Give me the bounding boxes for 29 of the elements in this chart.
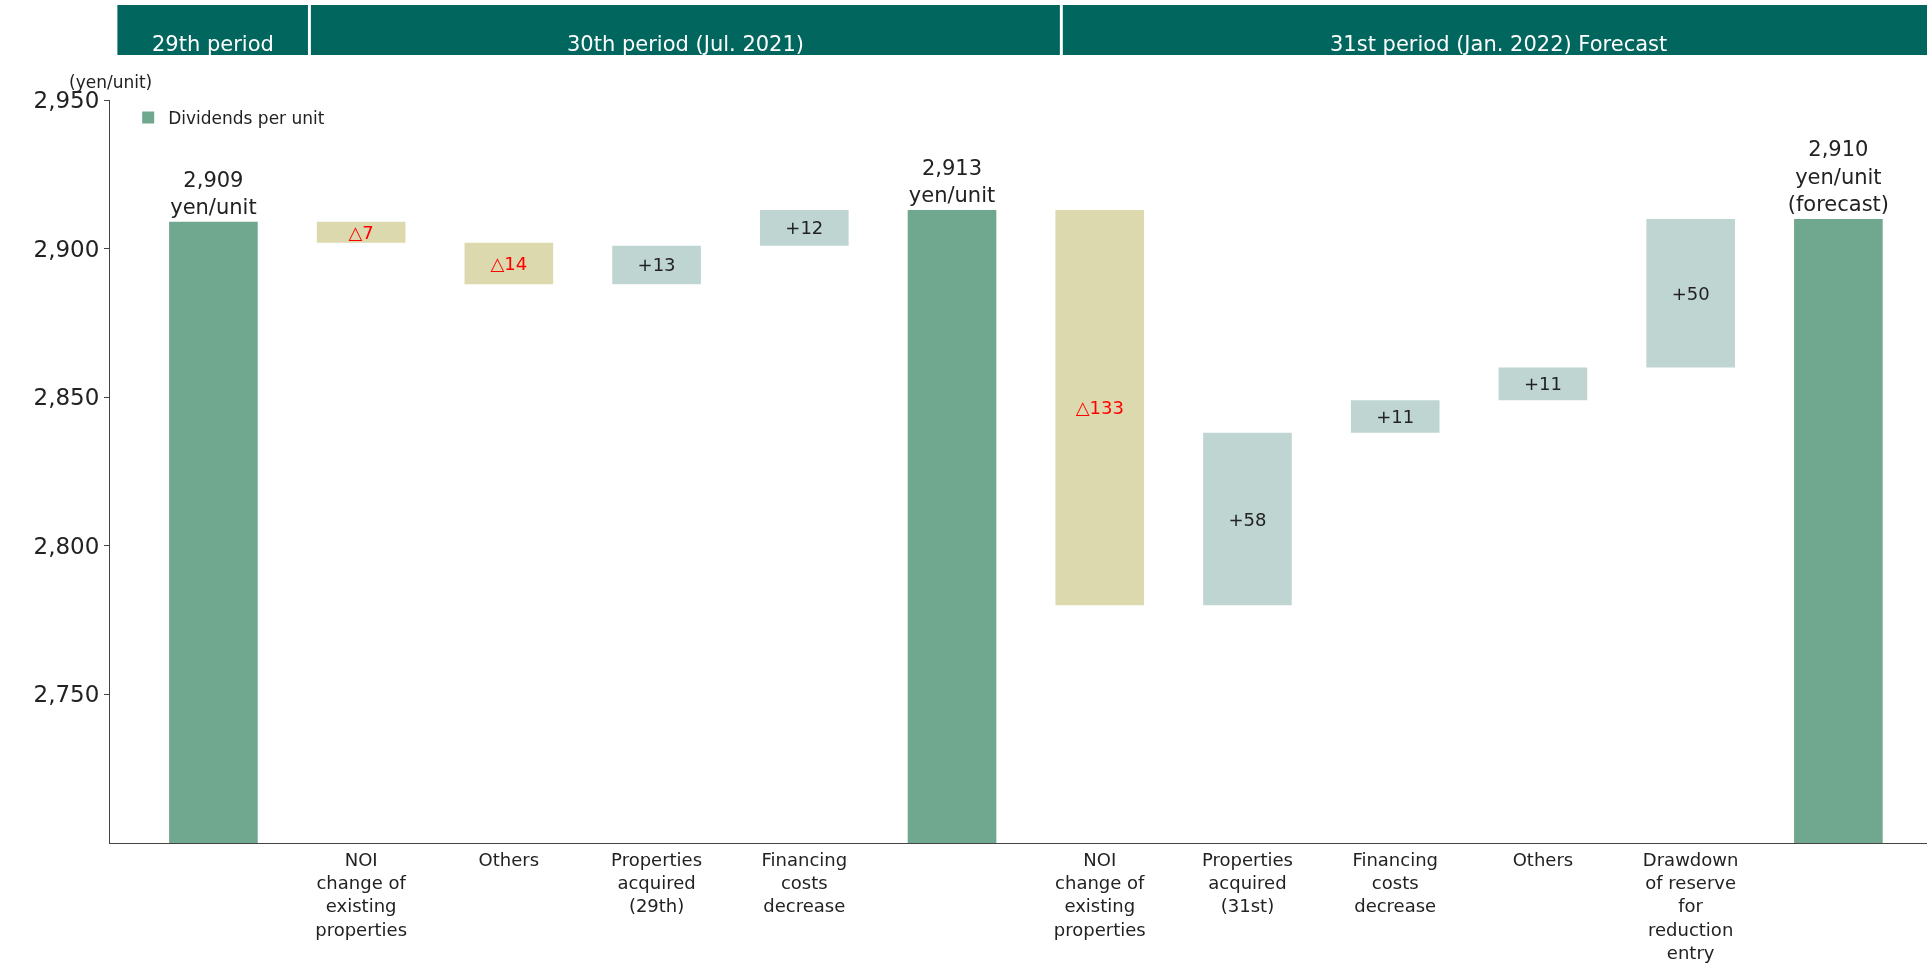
text: 31st period (Jan. 2022) Forecast [1330, 32, 1668, 56]
x-tick-label: Financing costs decrease [761, 848, 848, 917]
text: 30th period (Jul. 2021) [567, 32, 805, 56]
text: 29th period [152, 32, 274, 56]
data-label: 2,910 yen/unit (forecast) [1787, 137, 1890, 216]
y-tick-label: 2,800 [33, 532, 100, 559]
y-tick-label: 2,850 [33, 384, 100, 411]
x-tick-label: NOI change of existing properties [315, 848, 408, 940]
data-label: +50 [1671, 282, 1710, 304]
data-label: +12 [785, 217, 824, 239]
legend-label: Dividends per unit [168, 108, 325, 129]
y-tick-label: 2,900 [33, 235, 100, 262]
x-tick-label: Properties acquired (31st) [1201, 848, 1293, 917]
data-label: △133 [1075, 397, 1124, 419]
data-label: △7 [348, 221, 374, 243]
x-tick-label: Drawdown of reserve for reduction entry [1642, 848, 1739, 964]
data-label: +13 [637, 254, 676, 276]
data-label: △14 [490, 252, 528, 274]
data-label: +11 [1523, 373, 1562, 395]
data-label: 2,913 yen/unit [908, 155, 996, 207]
x-tick-label: Financing costs decrease [1352, 848, 1439, 917]
data-label: 2,909 yen/unit [170, 167, 257, 219]
data-label: +11 [1376, 406, 1415, 428]
y-tick-label: 2,750 [33, 681, 100, 708]
x-tick-label: Others [1512, 848, 1574, 870]
x-tick-label: Properties acquired (29th) [611, 848, 703, 917]
x-tick-label: NOI change of existing properties [1053, 848, 1146, 940]
x-tick-label: Others [478, 848, 540, 870]
data-label: +58 [1228, 508, 1267, 530]
